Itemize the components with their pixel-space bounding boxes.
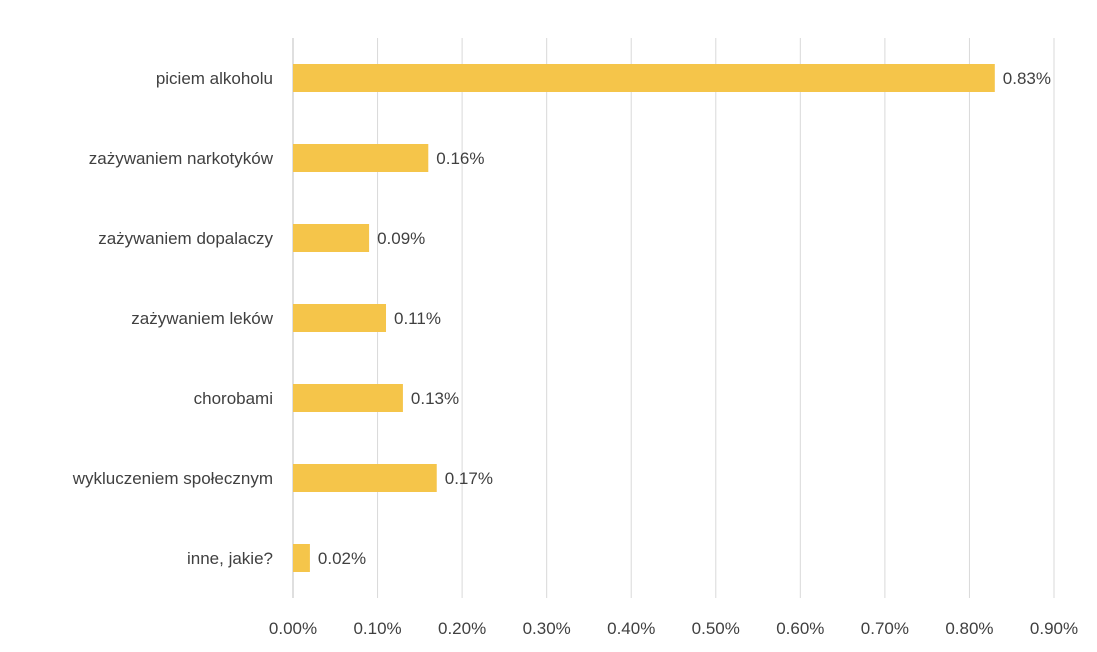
category-label: zażywaniem dopalaczy bbox=[98, 229, 273, 248]
x-tick-label: 0.40% bbox=[607, 619, 655, 638]
bar bbox=[293, 304, 387, 332]
category-label: chorobami bbox=[194, 389, 273, 408]
data-label: 0.11% bbox=[394, 309, 441, 328]
bar bbox=[293, 144, 429, 172]
bar bbox=[293, 384, 403, 412]
x-tick-label: 0.80% bbox=[945, 619, 993, 638]
bar bbox=[293, 64, 995, 92]
category-label: zażywaniem leków bbox=[131, 309, 273, 328]
data-label: 0.13% bbox=[411, 389, 459, 408]
bar bbox=[293, 544, 310, 572]
data-label: 0.17% bbox=[445, 469, 493, 488]
x-tick-label: 0.00% bbox=[269, 619, 317, 638]
data-label: 0.09% bbox=[377, 229, 425, 248]
category-label: inne, jakie? bbox=[187, 549, 273, 568]
category-label: zażywaniem narkotyków bbox=[89, 149, 274, 168]
x-tick-label: 0.30% bbox=[523, 619, 571, 638]
bar bbox=[293, 224, 370, 252]
x-tick-label: 0.20% bbox=[438, 619, 486, 638]
x-tick-label: 0.50% bbox=[692, 619, 740, 638]
data-label: 0.02% bbox=[318, 549, 366, 568]
x-tick-label: 0.10% bbox=[353, 619, 401, 638]
data-label: 0.83% bbox=[1003, 69, 1051, 88]
x-tick-label: 0.90% bbox=[1030, 619, 1078, 638]
data-label: 0.16% bbox=[436, 149, 484, 168]
bar bbox=[293, 464, 437, 492]
x-tick-label: 0.70% bbox=[861, 619, 909, 638]
category-label: wykluczeniem społecznym bbox=[72, 469, 273, 488]
category-label: piciem alkoholu bbox=[156, 69, 273, 88]
x-tick-label: 0.60% bbox=[776, 619, 824, 638]
